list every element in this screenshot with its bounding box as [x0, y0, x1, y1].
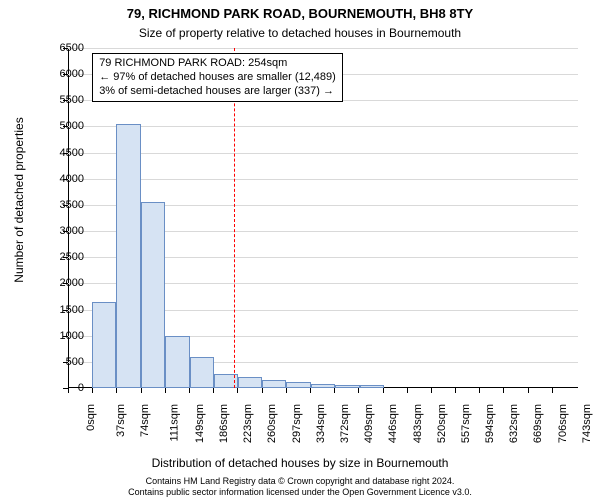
x-tick-label: 37sqm — [115, 404, 127, 437]
histogram-plot: 79 RICHMOND PARK ROAD: 254sqm← 97% of de… — [68, 48, 578, 388]
x-tick-label: 632sqm — [508, 404, 520, 443]
gridline-h — [68, 179, 578, 180]
x-tick-label: 149sqm — [194, 404, 206, 443]
x-tick-label: 706sqm — [557, 404, 569, 443]
histogram-bar — [92, 302, 116, 388]
x-tick-label: 520sqm — [436, 404, 448, 443]
y-tick-label: 500 — [44, 356, 84, 368]
x-tick-mark — [286, 388, 287, 393]
chart-footer: Contains HM Land Registry data © Crown c… — [0, 476, 600, 498]
footer-line-2: Contains public sector information licen… — [0, 487, 600, 498]
annotation-box: 79 RICHMOND PARK ROAD: 254sqm← 97% of de… — [92, 53, 343, 102]
x-axis-label: Distribution of detached houses by size … — [0, 456, 600, 470]
x-tick-label: 223sqm — [242, 404, 254, 443]
histogram-bar — [190, 357, 214, 388]
x-tick-label: 260sqm — [266, 404, 278, 443]
chart-title-sub: Size of property relative to detached ho… — [0, 26, 600, 40]
x-tick-label: 297sqm — [291, 404, 303, 443]
annotation-line: ← 97% of detached houses are smaller (12… — [99, 71, 336, 85]
x-tick-mark — [552, 388, 553, 393]
x-tick-label: 74sqm — [139, 404, 151, 437]
chart-title-main: 79, RICHMOND PARK ROAD, BOURNEMOUTH, BH8… — [0, 6, 600, 21]
x-tick-label: 409sqm — [363, 404, 375, 443]
x-tick-mark — [503, 388, 504, 393]
x-tick-mark — [262, 388, 263, 393]
histogram-bar — [165, 336, 189, 388]
x-tick-mark — [528, 388, 529, 393]
x-tick-mark — [383, 388, 384, 393]
x-tick-label: 483sqm — [412, 404, 424, 443]
histogram-bar — [238, 377, 262, 389]
histogram-bar — [262, 380, 286, 388]
x-tick-label: 446sqm — [387, 404, 399, 443]
x-tick-mark — [116, 388, 117, 393]
x-tick-label: 186sqm — [218, 404, 230, 443]
x-tick-mark — [358, 388, 359, 393]
x-tick-mark — [189, 388, 190, 393]
x-tick-mark — [479, 388, 480, 393]
y-tick-label: 3500 — [44, 199, 84, 211]
y-tick-label: 3000 — [44, 225, 84, 237]
x-tick-mark — [213, 388, 214, 393]
x-tick-mark — [407, 388, 408, 393]
x-tick-label: 372sqm — [339, 404, 351, 443]
histogram-bar — [141, 202, 165, 388]
y-tick-label: 6500 — [44, 42, 84, 54]
x-tick-label: 0sqm — [85, 404, 97, 431]
histogram-bar — [335, 385, 359, 388]
y-tick-label: 4000 — [44, 173, 84, 185]
y-tick-label: 5500 — [44, 94, 84, 106]
footer-line-1: Contains HM Land Registry data © Crown c… — [0, 476, 600, 487]
x-tick-mark — [237, 388, 238, 393]
x-tick-mark — [165, 388, 166, 393]
histogram-bar — [311, 384, 335, 388]
histogram-bar — [360, 385, 384, 388]
x-tick-label: 743sqm — [581, 404, 593, 443]
x-tick-mark — [92, 388, 93, 393]
y-tick-label: 0 — [44, 382, 84, 394]
y-tick-label: 6000 — [44, 68, 84, 80]
y-tick-label: 2500 — [44, 251, 84, 263]
x-tick-label: 594sqm — [484, 404, 496, 443]
y-tick-label: 4500 — [44, 147, 84, 159]
gridline-h — [68, 153, 578, 154]
y-axis-label: Number of detached properties — [12, 50, 26, 350]
x-tick-label: 557sqm — [460, 404, 472, 443]
y-tick-label: 2000 — [44, 277, 84, 289]
x-tick-mark — [455, 388, 456, 393]
histogram-bar — [116, 124, 140, 388]
x-tick-mark — [310, 388, 311, 393]
x-tick-mark — [334, 388, 335, 393]
x-tick-mark — [431, 388, 432, 393]
y-tick-label: 1000 — [44, 330, 84, 342]
annotation-line: 3% of semi-detached houses are larger (3… — [99, 85, 336, 99]
x-tick-label: 334sqm — [315, 404, 327, 443]
x-tick-mark — [141, 388, 142, 393]
x-tick-label: 111sqm — [168, 404, 180, 442]
annotation-line: 79 RICHMOND PARK ROAD: 254sqm — [99, 57, 336, 71]
y-tick-label: 1500 — [44, 304, 84, 316]
x-tick-label: 669sqm — [533, 404, 545, 443]
histogram-bar — [286, 382, 310, 388]
y-tick-label: 5000 — [44, 120, 84, 132]
gridline-h — [68, 48, 578, 49]
gridline-h — [68, 126, 578, 127]
